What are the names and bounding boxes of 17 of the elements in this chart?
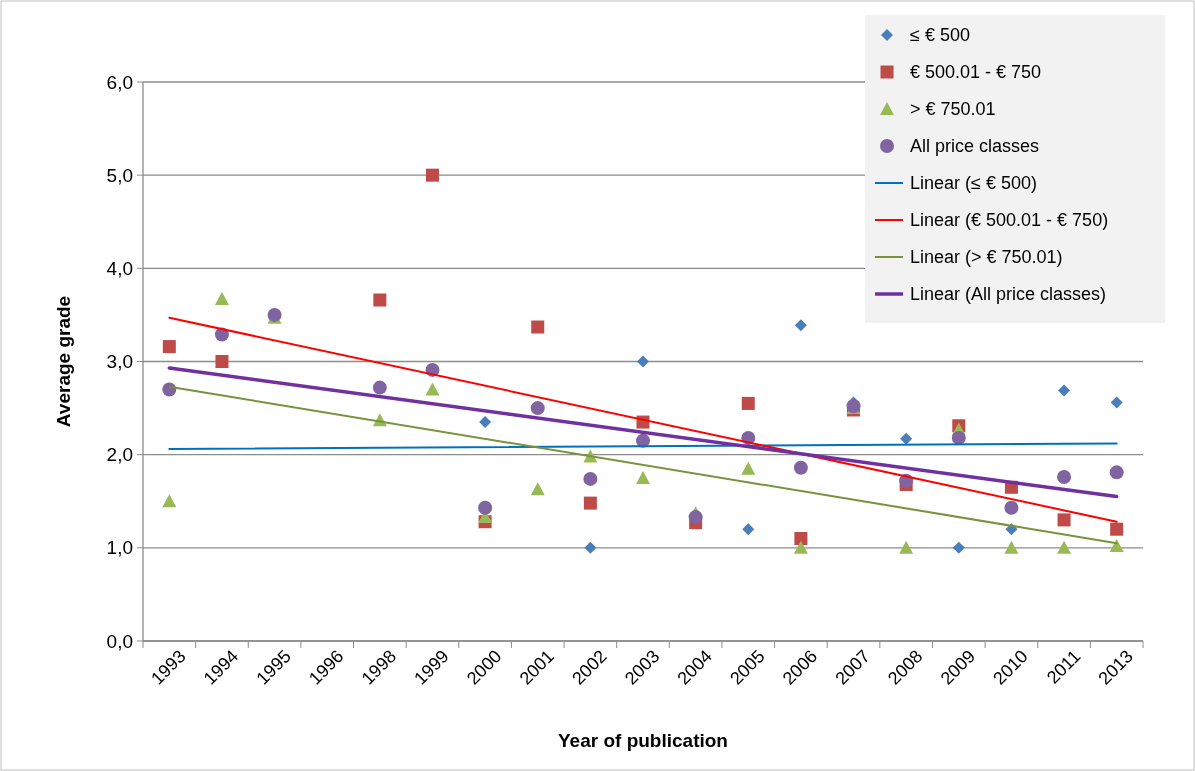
legend-label: Linear (≤ € 500) [910,173,1037,194]
legend-label: € 500.01 - € 750 [910,62,1042,83]
legend-label: Linear (€ 500.01 - € 750) [910,210,1109,231]
x-axis-title: Year of publication [558,730,728,751]
y-tick-label: 6,0 [106,71,133,93]
legend-label: Linear (All price classes) [910,284,1107,305]
y-tick-label: 0,0 [106,630,133,652]
y-tick-label: 4,0 [106,257,133,279]
y-tick-label: 2,0 [106,444,133,466]
y-axis-title: Average grade [53,295,74,428]
legend-label: > € 750.01 [910,99,996,120]
y-tick-label: 1,0 [106,537,133,559]
legend-label: All price classes [910,136,1040,157]
y-tick-label: 5,0 [106,164,133,186]
legend-label: ≤ € 500 [910,25,970,46]
y-tick-label: 3,0 [106,351,133,373]
legend-label: Linear (> € 750.01) [910,247,1063,268]
